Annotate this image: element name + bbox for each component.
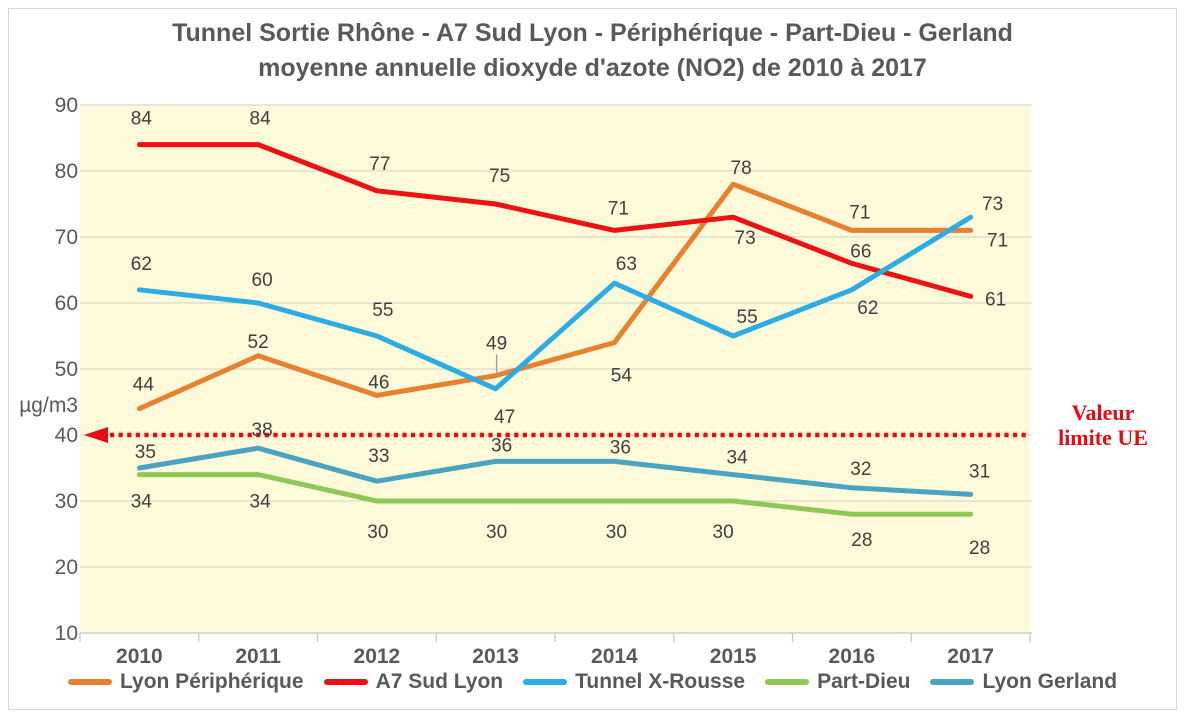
data-point-label: 35 <box>135 442 156 463</box>
data-point-label: 28 <box>969 538 990 559</box>
x-axis-tick-label: 2014 <box>591 645 638 668</box>
data-point-label: 28 <box>851 530 872 551</box>
x-axis-tick-label: 2013 <box>472 645 519 668</box>
legend-swatch <box>765 679 810 685</box>
data-point-label: 66 <box>850 241 871 262</box>
data-point-label: 60 <box>252 270 273 291</box>
legend-item: Lyon Périphérique <box>67 670 304 694</box>
y-axis-tick-label: 50 <box>55 358 78 381</box>
x-axis-tick-label: 2010 <box>116 645 163 668</box>
series-line <box>136 142 974 299</box>
data-point-label: 75 <box>489 166 510 187</box>
data-point-label: 77 <box>369 154 390 175</box>
limit-line-label: Valeur <box>1072 400 1135 425</box>
legend-swatch <box>930 679 975 685</box>
data-point-label: 71 <box>608 198 629 219</box>
data-point-label: 36 <box>610 437 631 458</box>
series-line <box>136 214 974 392</box>
legend-item-label: A7 Sud Lyon <box>375 670 504 693</box>
limit-line-label: limite UE <box>1058 425 1148 450</box>
legend-swatch <box>523 679 568 685</box>
legend-item-label: Tunnel X-Rousse <box>575 670 746 693</box>
y-axis-tick-label: 40 <box>55 424 78 447</box>
legend-item-label: Part-Dieu <box>817 670 911 693</box>
x-axis-tick-label: 2017 <box>947 645 994 668</box>
y-axis-unit-label: µg/m3 <box>19 394 78 417</box>
data-point-label: 47 <box>494 407 515 428</box>
data-point-label: 55 <box>737 307 758 328</box>
series-line <box>136 445 974 497</box>
series-line <box>136 181 974 412</box>
data-point-label: 30 <box>486 522 507 543</box>
data-point-label: 63 <box>616 254 637 275</box>
limit-arrow-icon <box>84 427 108 443</box>
legend-item: Lyon Gerland <box>930 670 1117 694</box>
x-axis-tick-label: 2011 <box>235 645 281 668</box>
data-point-label: 55 <box>372 300 393 321</box>
data-point-label: 62 <box>131 254 152 275</box>
y-axis-tick-label: 60 <box>55 292 78 315</box>
data-point-label: 34 <box>131 492 153 513</box>
legend-item-label: Lyon Périphérique <box>119 670 304 693</box>
data-point-label: 32 <box>850 459 871 480</box>
y-axis-tick-label: 10 <box>55 622 78 645</box>
data-point-label: 73 <box>982 194 1003 215</box>
y-axis-tick-label: 70 <box>55 226 78 249</box>
x-axis-tick-label: 2012 <box>354 645 401 668</box>
legend-swatch <box>323 679 368 685</box>
data-point-label: 84 <box>131 109 153 130</box>
data-point-label: 31 <box>969 461 990 482</box>
legend-item: Part-Dieu <box>765 670 910 694</box>
x-axis-tick-label: 2015 <box>710 645 757 668</box>
data-point-label: 71 <box>849 202 870 223</box>
data-point-label: 73 <box>735 228 756 249</box>
legend-item: A7 Sud Lyon <box>323 670 504 694</box>
chart-title: Tunnel Sortie Rhône - A7 Sud Lyon - Péri… <box>0 16 1185 86</box>
series-line <box>136 472 974 517</box>
data-point-label: 61 <box>985 289 1006 310</box>
data-point-label: 36 <box>491 435 512 456</box>
data-point-label: 54 <box>611 366 633 387</box>
data-point-label: 71 <box>987 230 1008 251</box>
data-point-label: 30 <box>606 522 627 543</box>
y-axis-tick-label: 30 <box>55 490 78 513</box>
data-point-label: 33 <box>368 446 389 467</box>
title-line-1: Tunnel Sortie Rhône - A7 Sud Lyon - Péri… <box>172 19 1013 47</box>
y-axis-tick-label: 90 <box>55 94 78 117</box>
data-point-label: 84 <box>250 109 272 130</box>
y-axis-tick-label: 80 <box>55 160 78 183</box>
legend: Lyon Périphérique A7 Sud Lyon Tunnel X-Rou… <box>0 670 1185 694</box>
data-point-label: 38 <box>252 420 273 441</box>
data-point-label: 78 <box>731 158 752 179</box>
x-axis-tick-label: 2016 <box>829 645 876 668</box>
data-point-label: 44 <box>133 375 155 396</box>
data-point-label: 34 <box>250 492 272 513</box>
data-point-label: 62 <box>857 298 878 319</box>
y-axis-tick-label: 20 <box>55 556 78 579</box>
data-point-label: 30 <box>713 522 734 543</box>
legend-swatch <box>67 679 112 685</box>
title-line-2: moyenne annuelle dioxyde d'azote (NO2) d… <box>258 54 927 82</box>
legend-item-label: Lyon Gerland <box>982 670 1118 693</box>
data-point-label: 34 <box>727 448 749 469</box>
data-point-label: 30 <box>367 522 388 543</box>
legend-item: Tunnel X-Rousse <box>523 670 745 694</box>
data-point-label: 49 <box>486 334 507 355</box>
data-point-label: 46 <box>368 372 389 393</box>
data-point-label: 52 <box>248 332 269 353</box>
